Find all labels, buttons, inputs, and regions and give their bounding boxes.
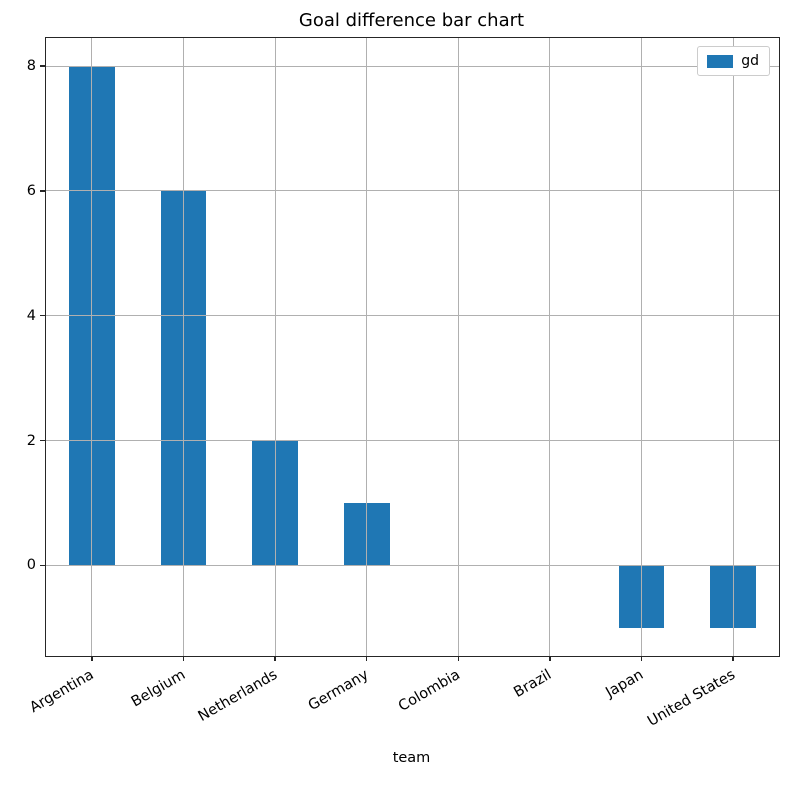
legend: gd [697,46,770,76]
y-tick-label: 0 [26,557,36,574]
h-gridline [46,65,779,67]
v-gridline [732,38,734,656]
x-tick-label: United States [644,666,738,730]
legend-label: gd [741,53,759,69]
h-gridline [46,190,779,192]
h-gridline [46,440,779,442]
bar [343,503,390,566]
y-tick [40,439,45,442]
y-tick [40,315,45,317]
x-tick [365,656,368,661]
x-tick [549,656,551,661]
y-tick [40,564,45,567]
plot-area: gd 0 2 4 6 8 Argentina Belgium Netherlands Germa… [27,37,780,730]
x-tick [182,656,185,661]
x-tick [640,656,643,661]
x-tick-label: Argentina [27,666,97,717]
y-tick-label: 2 [26,432,36,449]
x-tick [732,656,734,661]
x-tick-label: Belgium [128,666,189,711]
x-tick-label: Colombia [396,666,464,715]
chart-title: Goal difference bar chart [298,10,525,31]
v-gridline [641,38,643,656]
bar [710,565,757,628]
bar [618,565,665,628]
legend-swatch [707,54,734,68]
y-tick-label: 8 [26,58,36,75]
v-gridline [457,38,459,656]
x-tick [457,656,459,661]
x-tick-label: Germany [305,666,372,715]
x-axis-label: team [392,750,431,766]
bar [68,66,115,566]
x-tick-label: Netherlands [195,666,280,725]
x-tick-label: Brazil [511,666,555,701]
x-tick [91,656,93,661]
bar [160,190,207,566]
bar [252,440,298,566]
x-tick [274,656,276,661]
y-tick-label: 4 [26,307,36,324]
x-tick-label: Japan [603,666,647,701]
v-gridline [549,38,551,656]
y-tick [40,65,45,67]
h-gridline [46,315,779,317]
h-gridline [46,564,779,566]
y-tick [40,190,45,192]
y-tick-label: 6 [26,182,36,199]
